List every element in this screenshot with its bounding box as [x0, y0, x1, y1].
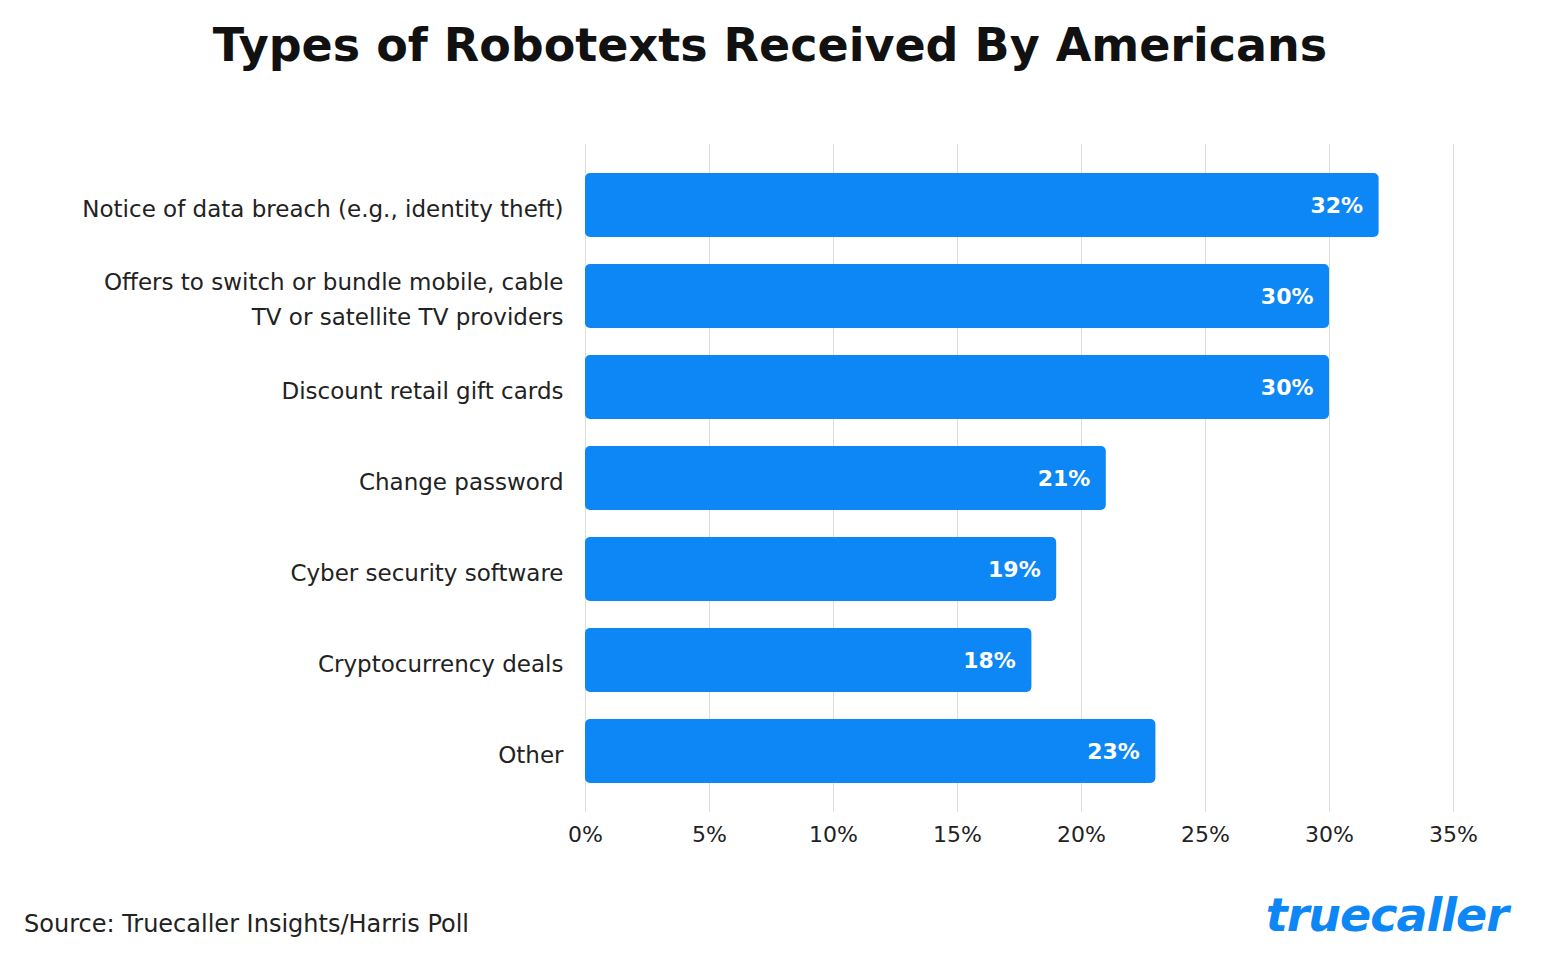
svg-text:19%: 19%	[988, 557, 1041, 582]
html-text:Types of Robotexts Received By: Types of Robotexts Received By Americans	[212, 18, 1328, 72]
svg-text:Other: Other	[498, 742, 564, 768]
svg-text:23%: 23%	[1087, 739, 1140, 764]
svg-text:30%: 30%	[1261, 375, 1314, 400]
svg-text:15%: 15%	[933, 822, 982, 847]
svg-text:5%: 5%	[692, 822, 727, 847]
svg-text:35%: 35%	[1429, 822, 1478, 847]
svg-text:18%: 18%	[963, 648, 1016, 673]
svg-text:25%: 25%	[1181, 822, 1230, 847]
svg-text:Discount retail gift cards: Discount retail gift cards	[282, 378, 564, 404]
html-text:Source: Truecaller Insights/Ha: Source: Truecaller Insights/Harris Poll	[24, 910, 469, 938]
svg-text:Cyber security software: Cyber security software	[290, 560, 563, 586]
svg-text:20%: 20%	[1057, 822, 1106, 847]
svg-text:30%: 30%	[1305, 822, 1354, 847]
svg-text:Cryptocurrency deals: Cryptocurrency deals	[318, 651, 564, 677]
svg-text:Change password: Change password	[359, 469, 564, 495]
svg-text:30%: 30%	[1261, 284, 1314, 309]
svg-text:32%: 32%	[1310, 193, 1363, 218]
svg-text:10%: 10%	[809, 822, 858, 847]
html-text:truecaller: truecaller	[1265, 888, 1508, 942]
svg-text:21%: 21%	[1038, 466, 1091, 491]
svg-text:0%: 0%	[568, 822, 603, 847]
svg-text:Offers to switch or bundle mob: Offers to switch or bundle mobile, cable…	[104, 269, 564, 330]
svg-text:Notice of data breach (e.g., i: Notice of data breach (e.g., identity th…	[82, 196, 563, 222]
